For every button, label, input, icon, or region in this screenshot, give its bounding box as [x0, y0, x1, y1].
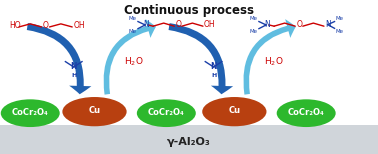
Ellipse shape	[62, 97, 127, 126]
Text: γ-Al₂O₃: γ-Al₂O₃	[167, 138, 211, 147]
Text: O: O	[175, 20, 181, 29]
Text: CoCr₂O₄: CoCr₂O₄	[288, 108, 325, 117]
FancyArrowPatch shape	[243, 19, 296, 95]
Text: Continuous process: Continuous process	[124, 4, 254, 17]
Text: Me: Me	[335, 29, 343, 34]
FancyArrowPatch shape	[27, 23, 91, 94]
Text: Me: Me	[129, 29, 137, 34]
Ellipse shape	[137, 99, 196, 127]
FancyBboxPatch shape	[0, 125, 378, 154]
Ellipse shape	[1, 99, 60, 127]
Text: CoCr₂O₄: CoCr₂O₄	[12, 108, 49, 117]
Text: Me: Me	[250, 16, 258, 21]
Text: N: N	[70, 62, 77, 71]
Text: CoCr₂O₄: CoCr₂O₄	[148, 108, 185, 117]
Text: N: N	[144, 20, 149, 29]
Text: Me: Me	[250, 29, 258, 34]
FancyArrowPatch shape	[169, 23, 233, 94]
Text: $\mathsf{H_2O}$: $\mathsf{H_2O}$	[264, 55, 284, 68]
Text: N: N	[265, 20, 270, 29]
Ellipse shape	[202, 97, 266, 126]
Text: Cu: Cu	[88, 106, 101, 115]
Text: O: O	[43, 21, 49, 30]
Text: O: O	[296, 20, 302, 29]
Text: HO: HO	[9, 21, 21, 30]
Ellipse shape	[277, 99, 336, 127]
Text: H: H	[211, 73, 216, 78]
Text: Me: Me	[335, 16, 343, 21]
FancyArrowPatch shape	[104, 19, 156, 95]
Text: Me: Me	[129, 16, 137, 21]
Text: OH: OH	[204, 20, 216, 29]
Text: H: H	[71, 73, 76, 78]
Text: $\mathsf{H_2O}$: $\mathsf{H_2O}$	[124, 55, 144, 68]
Text: OH: OH	[73, 21, 85, 30]
Text: N: N	[325, 20, 331, 29]
Text: N: N	[210, 62, 217, 71]
Text: Cu: Cu	[228, 106, 240, 115]
